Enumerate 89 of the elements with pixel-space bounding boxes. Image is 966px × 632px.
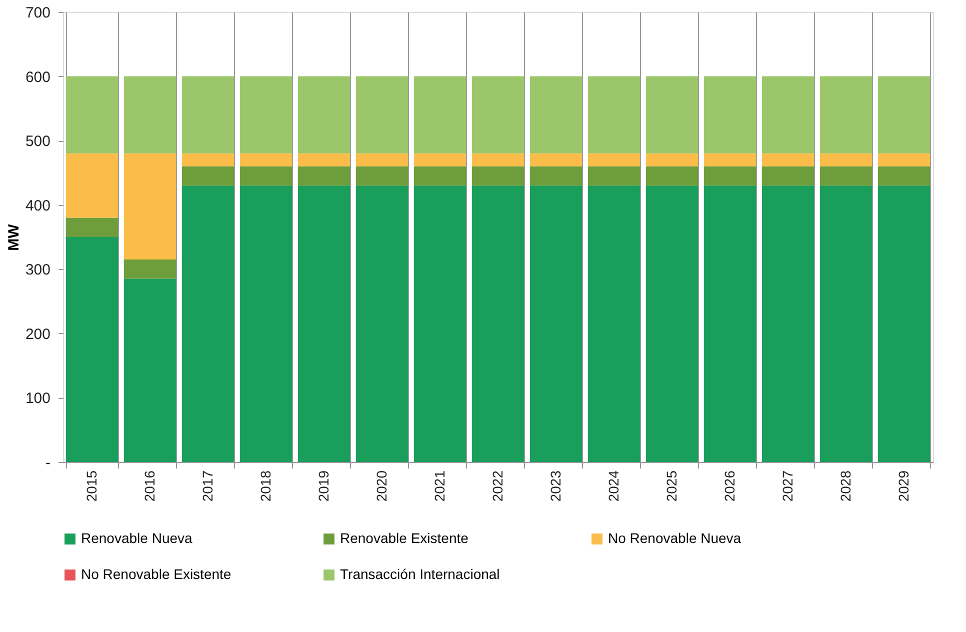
bar	[530, 186, 582, 462]
bar	[472, 76, 524, 154]
x-tick-label: 2024	[606, 470, 622, 502]
bar	[704, 76, 756, 154]
bar	[472, 166, 524, 186]
x-tick-label: 2016	[142, 470, 158, 502]
bar	[298, 186, 350, 462]
bar	[820, 166, 872, 186]
bar	[588, 76, 640, 154]
y-tick-label: 600	[25, 68, 50, 86]
bar	[182, 76, 234, 154]
bar	[182, 166, 234, 186]
x-tick-label: 2022	[490, 470, 506, 502]
bar	[704, 186, 756, 462]
bar	[124, 76, 176, 154]
y-tick-label: 300	[25, 262, 50, 279]
x-tick-label: 2025	[664, 470, 680, 502]
bar	[414, 153, 466, 166]
bar	[530, 153, 582, 166]
bar	[298, 166, 350, 186]
bar	[878, 76, 930, 154]
y-tick-label: 700	[25, 4, 50, 22]
bar	[646, 76, 698, 154]
y-tick-label: 100	[25, 390, 50, 408]
bar	[588, 153, 640, 166]
bar	[298, 76, 350, 154]
bar	[820, 153, 872, 166]
bar	[414, 186, 466, 462]
bar	[472, 153, 524, 166]
bar	[646, 166, 698, 186]
x-tick-label: 2021	[432, 470, 448, 502]
bar	[240, 76, 292, 154]
bar	[124, 153, 176, 260]
bar	[298, 153, 350, 166]
bar	[66, 153, 118, 218]
bar	[762, 153, 814, 166]
x-tick-label: 2028	[838, 470, 854, 502]
x-tick-label: 2023	[548, 470, 564, 502]
y-tick-label: -	[46, 454, 50, 472]
bar	[530, 76, 582, 154]
bar	[182, 186, 234, 462]
bar	[878, 186, 930, 462]
bar	[704, 166, 756, 186]
bar	[878, 166, 930, 186]
bar	[66, 218, 118, 237]
legend-label: No Renovable Nueva	[608, 530, 742, 546]
x-tick-label: 2017	[200, 470, 216, 502]
x-tick-label: 2027	[780, 470, 796, 502]
x-tick-label: 2026	[722, 470, 738, 502]
bar	[530, 166, 582, 186]
bar	[704, 153, 756, 166]
legend-label: No Renovable Existente	[81, 566, 232, 582]
bar	[646, 186, 698, 462]
bar	[820, 76, 872, 154]
bar	[356, 153, 408, 166]
x-tick-label: 2029	[896, 470, 912, 502]
bar	[240, 186, 292, 462]
x-tick-label: 2018	[258, 470, 274, 502]
bar	[240, 153, 292, 166]
x-tick-label: 2015	[84, 470, 100, 502]
y-tick-label: 500	[25, 133, 50, 150]
bar	[762, 166, 814, 186]
bar	[588, 186, 640, 462]
bar	[66, 237, 118, 462]
bar	[356, 76, 408, 154]
bar	[356, 186, 408, 462]
x-tick-label: 2019	[316, 470, 332, 502]
bar	[646, 153, 698, 166]
x-tick-label: 2020	[374, 470, 390, 502]
bar	[878, 153, 930, 166]
bar	[588, 166, 640, 186]
bar	[762, 76, 814, 154]
legend-label: Transacción Internacional	[340, 566, 500, 582]
y-axis-title: MW	[5, 223, 22, 251]
bar	[356, 166, 408, 186]
y-tick-label: 400	[25, 197, 50, 214]
bar	[762, 186, 814, 462]
y-tick-label: 200	[25, 326, 50, 343]
legend-label: Renovable Existente	[340, 530, 469, 546]
bar	[472, 186, 524, 462]
legend-label: Renovable Nueva	[81, 530, 193, 546]
bar	[124, 278, 176, 462]
bar	[414, 166, 466, 186]
bar	[124, 260, 176, 279]
bar	[820, 186, 872, 462]
bar	[414, 76, 466, 154]
bar	[240, 166, 292, 186]
bar	[66, 76, 118, 154]
bar	[182, 153, 234, 166]
